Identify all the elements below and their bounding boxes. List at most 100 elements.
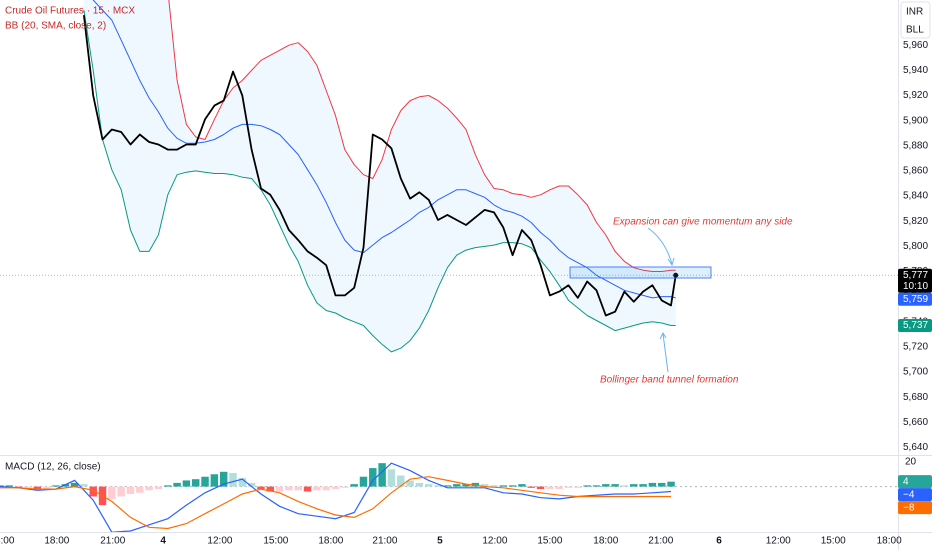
- histogram-bar: [359, 476, 368, 487]
- histogram-bar: [378, 463, 386, 487]
- histogram-bar: [182, 480, 191, 487]
- price-tag-label: −8: [903, 502, 915, 513]
- y-tick-label: 5,640: [903, 442, 928, 453]
- y-tick-label: 5,680: [903, 392, 928, 403]
- histogram-bar: [331, 486, 340, 490]
- x-tick-label: 4: [160, 536, 166, 547]
- macd-pane: [0, 462, 898, 532]
- y-tick-label: 5,660: [903, 417, 928, 428]
- y-tick-label: 5,800: [903, 241, 928, 252]
- histogram-bar: [201, 476, 209, 487]
- histogram-bar: [657, 482, 666, 487]
- price-tag: [898, 488, 932, 502]
- histogram-bar: [33, 486, 42, 490]
- price-tag: [898, 319, 932, 333]
- macd-label: MACD (12, 26, close): [5, 462, 101, 473]
- annotation-box: [569, 266, 712, 279]
- x-tick-label: 21:00: [100, 536, 125, 547]
- price-tag-label: −4: [903, 489, 915, 500]
- histogram-bar: [219, 471, 228, 487]
- histogram-bar: [499, 485, 508, 487]
- histogram-bar: [117, 486, 125, 497]
- y-tick-label: 5,820: [903, 216, 928, 227]
- band-line: [83, 10, 676, 353]
- histogram-bar: [443, 485, 452, 487]
- histogram-bar: [145, 486, 153, 491]
- histogram-bar: [322, 486, 330, 491]
- histogram-bar: [247, 482, 256, 487]
- histogram-bar: [639, 484, 647, 487]
- histogram-bar: [518, 484, 526, 487]
- histogram-bar: [294, 486, 302, 491]
- histogram-bar: [583, 485, 591, 487]
- histogram-bar: [536, 486, 545, 490]
- currency[interactable]: INR: [906, 7, 923, 18]
- price-tag: [898, 268, 932, 293]
- histogram-bar: [210, 474, 219, 487]
- price-tag: [898, 501, 932, 515]
- price-tag: [898, 475, 932, 489]
- y-tick-label: 5,860: [903, 166, 928, 177]
- histogram-bar: [136, 486, 144, 493]
- band-fill: [83, 0, 676, 352]
- y-tick-label: 5,940: [903, 65, 928, 76]
- y-tick-label: 5,960: [903, 40, 928, 51]
- price-tag-label: 5,777: [903, 270, 928, 281]
- price-tag-label: 4: [903, 476, 909, 487]
- histogram-bar: [574, 486, 582, 488]
- histogram-bar: [164, 485, 172, 487]
- price-tag: [898, 292, 932, 306]
- histogram-bar: [452, 484, 461, 487]
- histogram-bar: [564, 486, 573, 488]
- histogram-bar: [490, 485, 498, 487]
- histogram-bar: [238, 477, 247, 487]
- annotation: Expansion can give momentum any side: [613, 217, 793, 228]
- price-tag-label: 5,737: [903, 320, 928, 331]
- axes: 5:00 18:00 21:00 4 12:00 15:00 18:00 21:00 5 12:0…: [0, 40, 932, 547]
- histogram-bar: [257, 486, 265, 490]
- x-tick-label: 18:00: [593, 536, 618, 547]
- x-tick-label: 18:00: [318, 536, 343, 547]
- histogram-bar: [555, 486, 563, 490]
- price-line-series: [83, 14, 677, 317]
- x-tick-label: 12:00: [482, 536, 507, 547]
- x-tick-label: 5: [437, 536, 443, 547]
- histogram-bar: [70, 482, 79, 487]
- histogram-bar: [80, 484, 88, 487]
- macd-line: [0, 476, 671, 530]
- x-tick-label: 18:00: [877, 536, 902, 547]
- histogram-bar: [0, 485, 4, 487]
- x-tick-label: 12:00: [207, 536, 232, 547]
- histogram-bar: [275, 486, 284, 492]
- y-tick-label: 5,900: [903, 115, 928, 126]
- histogram-bar: [173, 482, 181, 487]
- histogram-bar: [5, 485, 14, 487]
- histogram-bar: [369, 468, 377, 487]
- histogram-bar: [126, 486, 135, 494]
- unit[interactable]: BLL: [906, 25, 924, 36]
- histogram-bar: [471, 482, 480, 487]
- histogram-bar: [667, 481, 675, 487]
- y-tick-label: 5,880: [903, 140, 928, 151]
- histogram-bar: [480, 484, 489, 487]
- histogram-bar: [648, 482, 657, 487]
- price-tag-countdown: 10:10: [903, 281, 928, 292]
- currency-box[interactable]: [900, 1, 931, 39]
- histogram-bar: [546, 486, 554, 490]
- histogram-bar: [397, 475, 405, 487]
- band-line: [92, 0, 676, 299]
- indicator-label: BB (20, SMA, close, 2): [5, 21, 106, 32]
- x-tick-label: 15:00: [821, 536, 846, 547]
- histogram-bar: [434, 485, 442, 487]
- chart-title: Crude Oil Futures · 15 · MCX: [5, 6, 135, 17]
- macd-line: [0, 462, 672, 532]
- histogram-bar: [387, 469, 396, 487]
- histogram-bar: [303, 486, 312, 492]
- annotation: Bollinger band tunnel formation: [600, 375, 739, 386]
- histogram-bar: [611, 484, 619, 487]
- x-tick-label: 6: [716, 536, 722, 547]
- histogram-bar: [108, 486, 116, 499]
- histogram-bar: [424, 484, 433, 487]
- last-point: [673, 272, 679, 278]
